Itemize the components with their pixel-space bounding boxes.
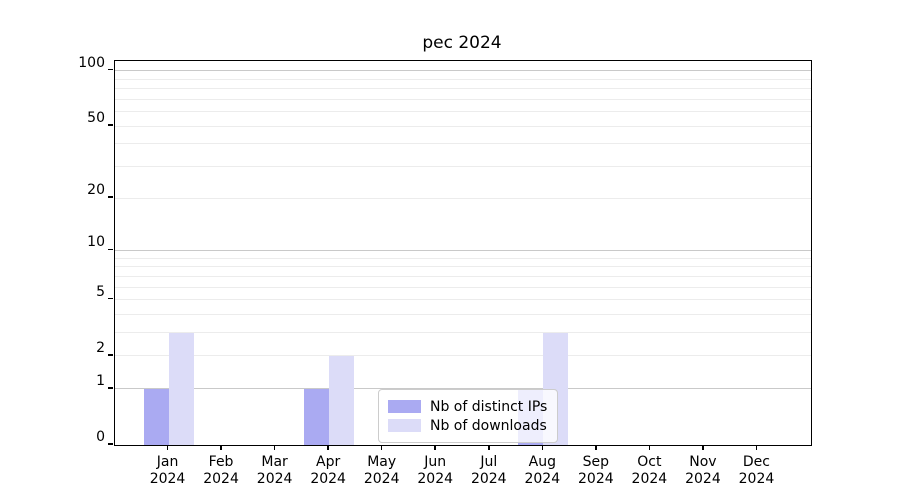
x-tick-label: Jul 2024 bbox=[470, 454, 507, 487]
gridline-minor bbox=[115, 332, 811, 334]
bar-downloads bbox=[329, 355, 355, 445]
gridline-minor bbox=[115, 313, 811, 315]
gridline-major bbox=[115, 249, 811, 251]
y-tick-label: 5 bbox=[96, 283, 105, 300]
x-tick-mark bbox=[595, 445, 597, 450]
gridline-minor bbox=[115, 257, 811, 259]
y-axis-labels: 0 1 2 5 10 20 50 100 bbox=[0, 56, 105, 445]
x-tick-mark bbox=[220, 445, 222, 450]
legend-swatch-downloads bbox=[388, 419, 421, 432]
gridline-minor bbox=[115, 111, 811, 113]
legend-label-distinct-ips: Nb of distinct IPs bbox=[430, 398, 548, 415]
y-tick-label: 2 bbox=[96, 339, 105, 356]
x-tick-mark bbox=[434, 445, 436, 450]
gridline-minor bbox=[115, 88, 811, 90]
y-tick-mark bbox=[108, 443, 113, 445]
chart-title: pec 2024 bbox=[422, 33, 502, 53]
x-tick-label: Mar 2024 bbox=[256, 454, 293, 487]
gridline-minor bbox=[115, 266, 811, 268]
x-tick-label: Oct 2024 bbox=[631, 454, 668, 487]
gridline-minor bbox=[115, 286, 811, 288]
y-tick-label: 50 bbox=[87, 110, 105, 127]
y-axis-tick-marks bbox=[108, 60, 113, 445]
x-axis: Jan 2024 Feb 2024 Mar 2024 Apr 2024 May 2024… bbox=[114, 445, 810, 500]
gridline-major bbox=[115, 388, 811, 390]
gridline-major bbox=[115, 70, 811, 72]
legend-item-downloads: Nb of downloads bbox=[388, 416, 547, 435]
y-tick-mark bbox=[108, 68, 113, 71]
x-tick-mark bbox=[702, 445, 704, 450]
y-tick-label: 0 bbox=[96, 429, 105, 445]
gridline-minor bbox=[115, 98, 811, 100]
gridline-minor bbox=[115, 78, 811, 80]
x-tick-label: Feb 2024 bbox=[203, 454, 239, 487]
y-tick-label: 20 bbox=[87, 182, 105, 199]
gridline-minor bbox=[115, 275, 811, 277]
bar-layer bbox=[115, 61, 811, 445]
x-tick-label: Sep 2024 bbox=[578, 454, 614, 487]
x-tick-label: Apr 2024 bbox=[310, 454, 346, 487]
bar-distinct-ips bbox=[143, 388, 169, 445]
x-tick-mark bbox=[166, 445, 169, 450]
y-tick-label: 100 bbox=[78, 54, 105, 71]
y-tick-mark bbox=[108, 248, 113, 251]
y-tick-mark bbox=[108, 387, 113, 389]
gridline-minor bbox=[115, 197, 811, 199]
x-tick-label: Jun 2024 bbox=[417, 454, 454, 487]
gridline-minor bbox=[115, 165, 811, 167]
legend-swatch-distinct-ips bbox=[388, 400, 421, 413]
gridline-minor bbox=[115, 125, 811, 127]
gridline-minor bbox=[115, 143, 811, 145]
x-tick-mark bbox=[273, 445, 276, 450]
legend: Nb of distinct IPs Nb of downloads bbox=[378, 389, 559, 443]
x-tick-mark bbox=[488, 445, 490, 450]
gridline-minor bbox=[115, 299, 811, 301]
x-tick-label: Nov 2024 bbox=[685, 454, 721, 487]
x-tick-label: Aug 2024 bbox=[524, 454, 561, 487]
bar-downloads bbox=[168, 332, 194, 445]
x-tick-mark bbox=[380, 445, 383, 450]
y-tick-mark bbox=[108, 124, 113, 126]
x-tick-label: Dec 2024 bbox=[738, 454, 775, 487]
y-tick-label: 1 bbox=[96, 372, 105, 389]
y-tick-mark bbox=[108, 354, 113, 356]
plot-area: Nb of distinct IPs Nb of downloads bbox=[114, 60, 812, 446]
x-tick-label: May 2024 bbox=[363, 454, 400, 487]
x-tick-mark bbox=[327, 445, 329, 450]
bar-distinct-ips bbox=[304, 388, 330, 445]
x-tick-mark bbox=[755, 445, 758, 450]
x-tick-label: Jan 2024 bbox=[149, 454, 186, 487]
legend-label-downloads: Nb of downloads bbox=[430, 417, 547, 434]
gridline-layer bbox=[115, 61, 811, 445]
gridline-minor bbox=[115, 355, 811, 357]
y-tick-label: 10 bbox=[87, 234, 105, 251]
y-tick-mark bbox=[108, 297, 113, 300]
x-tick-mark bbox=[541, 445, 544, 450]
y-tick-mark bbox=[108, 196, 113, 198]
legend-item-distinct-ips: Nb of distinct IPs bbox=[388, 397, 547, 416]
x-tick-mark bbox=[648, 445, 651, 450]
